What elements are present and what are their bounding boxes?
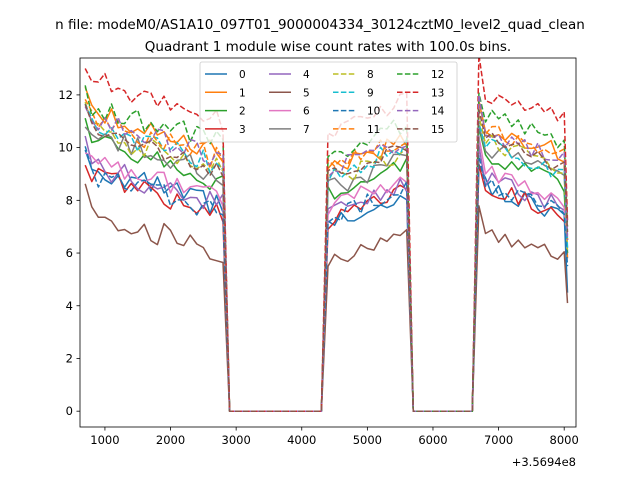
y-tick-label: 0	[66, 404, 73, 418]
legend-item-13[interactable]: 13	[397, 87, 444, 99]
legend-item-2[interactable]: 2	[205, 106, 246, 118]
x-axis: 1000 2000 3000 4000 5000 6000 7000 8000	[90, 427, 579, 447]
plot-area	[79, 57, 577, 428]
x-tick-label: 1000	[90, 433, 119, 447]
legend-box	[199, 61, 458, 143]
series-line-6	[84, 135, 569, 412]
series-line-10	[84, 146, 569, 412]
x-tick-label: 3000	[222, 433, 251, 447]
legend-label: 14	[431, 106, 445, 118]
y-tick-label: 10	[58, 141, 73, 155]
x-offset-label: +3.5694e8	[512, 455, 576, 469]
legend-item-1[interactable]: 1	[205, 87, 246, 99]
legend-item-5[interactable]: 5	[269, 87, 310, 99]
series-line-13	[84, 58, 569, 412]
legend-item-3[interactable]: 3	[205, 124, 246, 136]
x-tick-label: 7000	[484, 433, 513, 447]
y-tick-label: 4	[66, 299, 73, 313]
chart-title: Quadrant 1 module wise count rates with …	[145, 39, 511, 55]
legend-item-10[interactable]: 10	[333, 106, 380, 118]
legend-item-4[interactable]: 4	[269, 69, 310, 81]
series-line-4	[84, 135, 569, 412]
y-tick-label: 8	[66, 193, 73, 207]
legend-label: 2	[239, 106, 246, 118]
x-tick-label: 2000	[156, 433, 185, 447]
legend-label: 6	[303, 106, 310, 118]
legend-label: 3	[239, 124, 246, 136]
series-lines	[84, 58, 569, 412]
y-tick-label: 6	[66, 246, 73, 260]
axes-frame	[79, 57, 577, 428]
legend-item-12[interactable]: 12	[397, 69, 444, 81]
legend-label: 11	[367, 124, 380, 136]
legend-item-14[interactable]: 14	[397, 106, 445, 118]
series-line-5	[84, 183, 569, 412]
y-axis: 0 2 4 6 8 10 12	[58, 88, 80, 418]
legend-item-7[interactable]: 7	[269, 124, 310, 136]
legend-label: 0	[239, 69, 246, 81]
legend-label: 4	[303, 69, 310, 81]
legend-label: 10	[367, 106, 380, 118]
legend-label: 15	[431, 124, 444, 136]
legend-label: 1	[239, 87, 246, 99]
legend-label: 12	[431, 69, 444, 81]
figure-suptitle: n file: modeM0/AS1A10_097T01_9000004334_…	[55, 17, 585, 33]
y-tick-label: 12	[58, 88, 73, 102]
legend-label: 5	[303, 87, 310, 99]
series-line-14	[84, 94, 569, 412]
x-tick-label: 8000	[550, 433, 579, 447]
legend-item-9[interactable]: 9	[333, 87, 374, 99]
legend-item-11[interactable]: 11	[333, 124, 380, 136]
series-line-12	[84, 85, 569, 412]
legend-label: 13	[431, 87, 444, 99]
y-tick-label: 2	[66, 351, 73, 365]
legend-item-8[interactable]: 8	[333, 69, 374, 81]
x-tick-label: 4000	[287, 433, 316, 447]
x-tick-label: 5000	[353, 433, 382, 447]
legend-item-0[interactable]: 0	[205, 69, 246, 81]
x-tick-label: 6000	[418, 433, 447, 447]
series-line-15	[84, 104, 569, 412]
legend-item-15[interactable]: 15	[397, 124, 444, 136]
legend-label: 7	[303, 124, 310, 136]
legend-item-6[interactable]: 6	[269, 106, 310, 118]
legend-label: 8	[367, 69, 374, 81]
legend-label: 9	[367, 87, 374, 99]
